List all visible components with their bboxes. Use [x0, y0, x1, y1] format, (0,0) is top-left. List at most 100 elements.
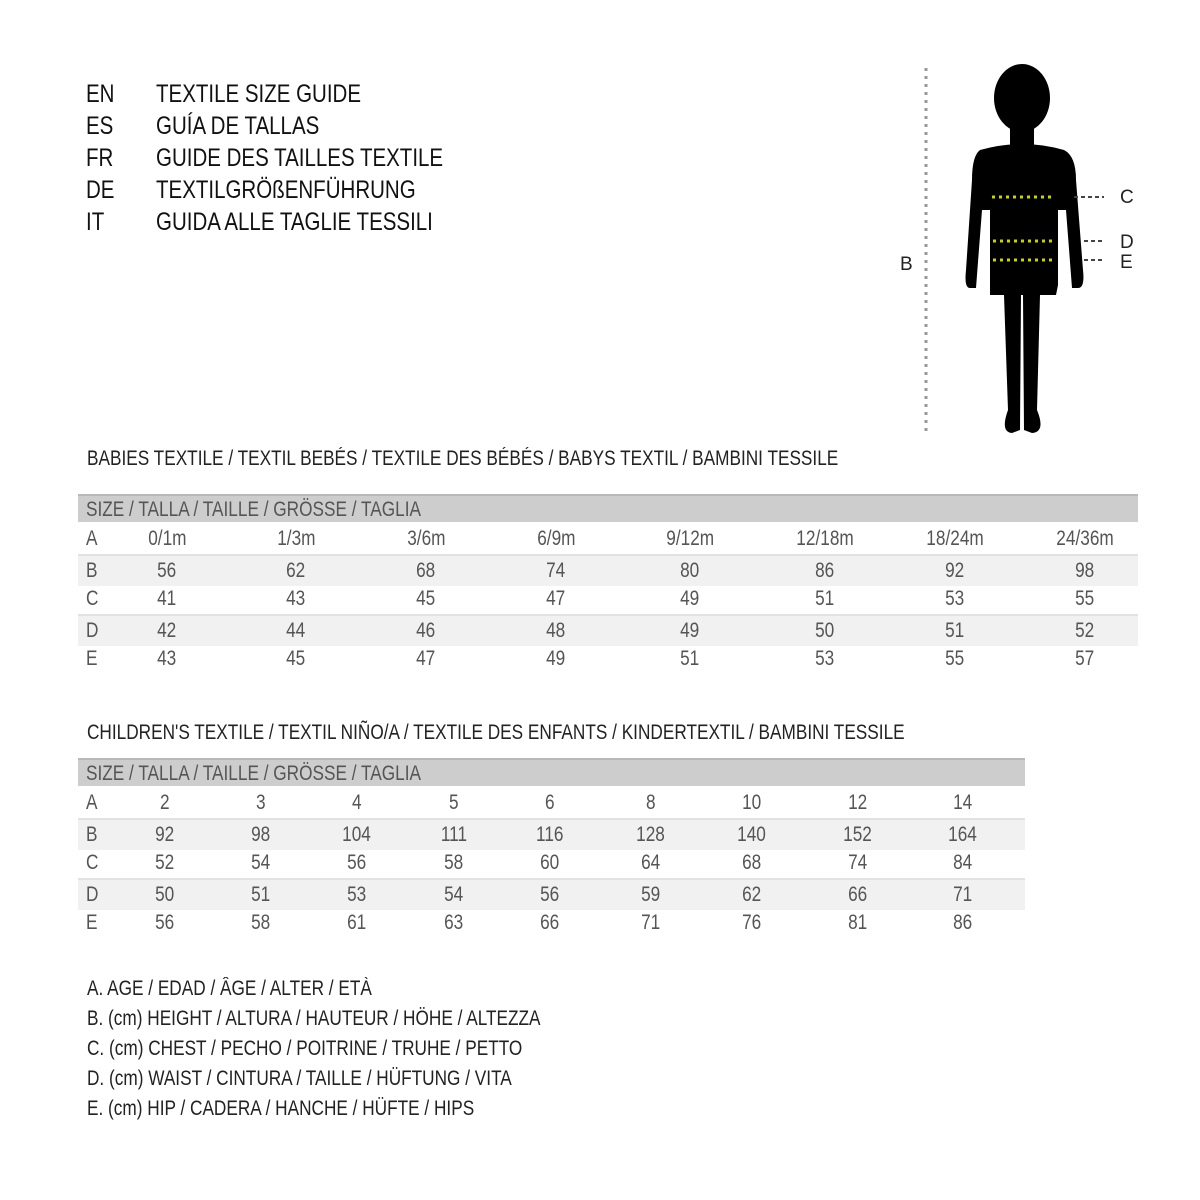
- table-cell: 24/36m: [1056, 527, 1114, 550]
- label-b: B: [900, 254, 913, 275]
- table-cell: 49: [680, 619, 700, 642]
- table-cell: 140: [737, 823, 767, 846]
- table-cell: 63: [444, 911, 464, 934]
- label-e: E: [1120, 252, 1133, 273]
- table-cell: 66: [848, 883, 868, 906]
- table-cell: 61: [347, 911, 367, 934]
- child-silhouette-icon: B C D E: [900, 64, 1134, 433]
- title-lang-code: IT: [86, 208, 105, 236]
- table-cell: 14: [953, 791, 973, 814]
- table-cell: 92: [155, 823, 175, 846]
- table-cell: 56: [540, 883, 560, 906]
- legend-item: E. (cm) HIP / CADERA / HANCHE / HÜFTE / …: [87, 1097, 475, 1120]
- table-cell: 53: [945, 587, 965, 610]
- table-cell: 98: [251, 823, 271, 846]
- table-row: E 56 58 61 63 66 71 76 81 86: [78, 908, 1025, 938]
- table-cell: 51: [815, 587, 835, 610]
- title-lang-code: DE: [86, 176, 115, 204]
- table-cell: 86: [815, 559, 835, 582]
- table-cell: 6/9m: [536, 527, 576, 550]
- table-cell: 74: [848, 851, 868, 874]
- table-cell: 42: [157, 619, 177, 642]
- table-cell: 43: [286, 587, 306, 610]
- title-text: GUIDE DES TAILLES TEXTILE: [156, 144, 444, 172]
- table-cell: 74: [546, 559, 566, 582]
- row-label: E: [86, 911, 98, 934]
- table-cell: 3/6m: [406, 527, 446, 550]
- table-cell: 111: [440, 823, 468, 846]
- table-cell: 76: [742, 911, 762, 934]
- table-cell: 9/12m: [666, 527, 714, 550]
- table-cell: 3: [256, 791, 266, 814]
- table-cell: 44: [286, 619, 306, 642]
- label-d: D: [1120, 232, 1134, 253]
- table-row: D 50 51 53 54 56 59 62 66 71: [78, 878, 1025, 910]
- table-cell: 59: [641, 883, 661, 906]
- table-row: A 0/1m 1/3m 3/6m 6/9m 9/12m 12/18m 18/24m 24/36m: [78, 524, 1138, 554]
- table-cell: 1/3m: [276, 527, 316, 550]
- children-section-title: CHILDREN'S TEXTILE / TEXTIL NIÑO/A / TEX…: [87, 721, 905, 744]
- table-row: A 2 3 4 5 6 8 10 12 14: [78, 788, 1025, 818]
- table-cell: 68: [416, 559, 436, 582]
- table-cell: 56: [347, 851, 367, 874]
- legend-item: D. (cm) WAIST / CINTURA / TAILLE / HÜFTU…: [87, 1067, 512, 1090]
- table-cell: 6: [545, 791, 555, 814]
- table-cell: 68: [742, 851, 762, 874]
- table-cell: 66: [540, 911, 560, 934]
- table-cell: 64: [641, 851, 661, 874]
- table-cell: 57: [1075, 647, 1095, 670]
- row-label: A: [86, 791, 98, 814]
- table-row: B 56 62 68 74 80 86 92 98: [78, 554, 1138, 586]
- table-cell: 58: [251, 911, 271, 934]
- row-label: B: [86, 559, 98, 582]
- table-cell: 92: [945, 559, 965, 582]
- title-lang-code: EN: [86, 80, 115, 108]
- legend-item: A. AGE / EDAD / ÂGE / ALTER / ETÀ: [87, 977, 372, 1000]
- table-cell: 53: [347, 883, 367, 906]
- table-header: SIZE / TALLA / TAILLE / GRÖSSE / TAGLIA: [78, 494, 1138, 522]
- title-text: TEXTILGRÖßENFÜHRUNG: [156, 176, 416, 204]
- table-cell: 2: [160, 791, 170, 814]
- row-label: C: [86, 851, 99, 874]
- row-label: D: [86, 619, 99, 642]
- table-cell: 86: [953, 911, 973, 934]
- table-cell: 12/18m: [796, 527, 854, 550]
- table-cell: 41: [157, 587, 177, 610]
- row-label: E: [86, 647, 98, 670]
- row-label: C: [86, 587, 99, 610]
- table-cell: 54: [251, 851, 271, 874]
- table-cell: 81: [848, 911, 868, 934]
- table-cell: 51: [251, 883, 271, 906]
- title-lang-code: FR: [86, 144, 114, 172]
- table-cell: 45: [286, 647, 306, 670]
- table-cell: 58: [444, 851, 464, 874]
- title-text: TEXTILE SIZE GUIDE: [156, 80, 362, 108]
- table-cell: 54: [444, 883, 464, 906]
- table-cell: 53: [815, 647, 835, 670]
- table-cell: 152: [843, 823, 873, 846]
- title-text: GUIDA ALLE TAGLIE TESSILI: [156, 208, 433, 236]
- table-cell: 62: [742, 883, 762, 906]
- row-label: D: [86, 883, 99, 906]
- table-cell: 80: [680, 559, 700, 582]
- table-cell: 84: [953, 851, 973, 874]
- table-cell: 164: [948, 823, 978, 846]
- table-cell: 51: [680, 647, 700, 670]
- table-cell: 4: [352, 791, 362, 814]
- table-cell: 52: [1075, 619, 1095, 642]
- table-cell: 71: [641, 911, 661, 934]
- row-label: A: [86, 527, 98, 550]
- legend-item: B. (cm) HEIGHT / ALTURA / HAUTEUR / HÖHE…: [87, 1007, 541, 1030]
- table-cell: 56: [155, 911, 175, 934]
- babies-section-title: BABIES TEXTILE / TEXTIL BEBÉS / TEXTILE …: [87, 447, 839, 470]
- table-cell: 10: [742, 791, 762, 814]
- table-cell: 50: [815, 619, 835, 642]
- table-cell: 51: [945, 619, 965, 642]
- label-c: C: [1120, 187, 1134, 208]
- table-cell: 49: [680, 587, 700, 610]
- table-cell: 98: [1075, 559, 1095, 582]
- table-cell: 18/24m: [926, 527, 984, 550]
- table-cell: 50: [155, 883, 175, 906]
- table-cell: 0/1m: [147, 527, 187, 550]
- title-lang-code: ES: [86, 112, 114, 140]
